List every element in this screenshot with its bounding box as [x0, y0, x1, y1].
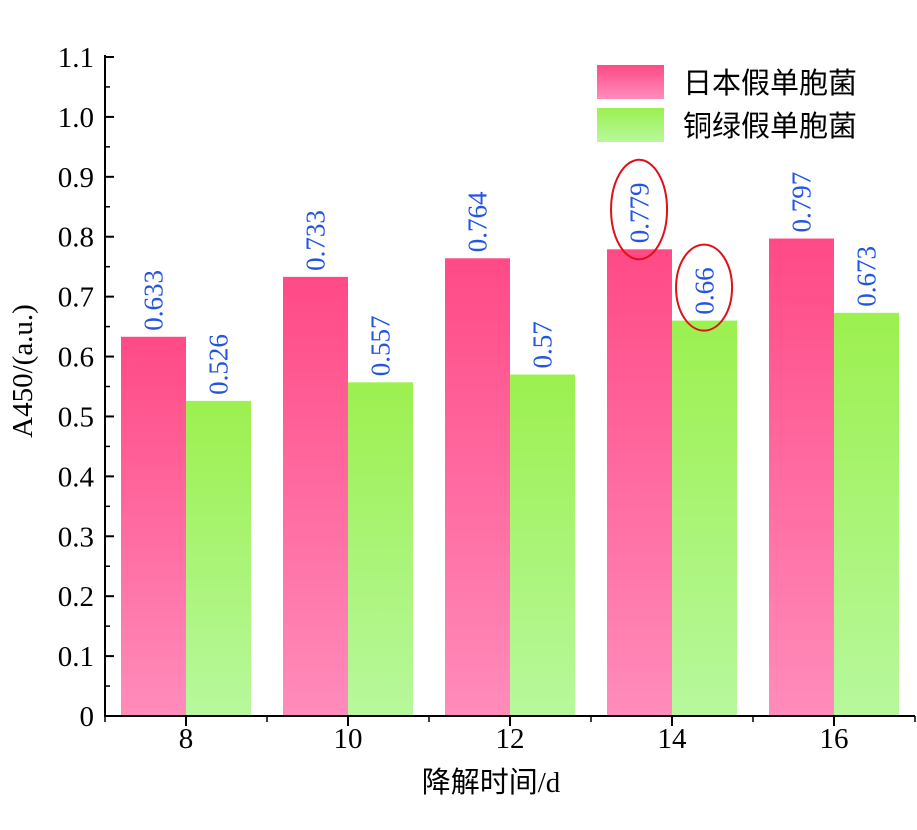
value-label-japonica-12: 0.764 — [463, 191, 493, 252]
value-label-japonica-14: 0.779 — [625, 183, 655, 244]
x-tick-label: 14 — [658, 723, 688, 755]
value-label-aeruginosa-12: 0.57 — [528, 321, 558, 368]
axes-layer: 0 0.1 0.2 0.3 0.4 0.5 0.6 0.7 0.8 0.9 1.0 1.1 8 10 12 1… — [58, 42, 916, 755]
legend-label-0: 日本假单胞菌 — [683, 67, 857, 100]
value-label-aeruginosa-10: 0.557 — [366, 316, 396, 377]
value-label-aeruginosa-14: 0.66 — [690, 267, 720, 314]
bar-aeruginosa-8 — [186, 400, 251, 716]
y-tick-label: 0.8 — [58, 222, 94, 254]
legend-label-1: 铜绿假单胞菌 — [683, 110, 857, 143]
x-tick-label: 8 — [179, 723, 194, 755]
bar-japonica-16 — [769, 238, 834, 717]
legend-swatch-0 — [597, 65, 664, 99]
y-tick-label: 0.3 — [58, 521, 94, 553]
bar-aeruginosa-16 — [834, 312, 899, 716]
value-label-aeruginosa-8: 0.526 — [204, 334, 234, 395]
x-tick-label: 16 — [820, 723, 849, 755]
value-label-japonica-10: 0.733 — [301, 210, 331, 271]
y-tick-label: 1.1 — [58, 42, 94, 74]
legend-swatch-1 — [597, 108, 664, 142]
bar-aeruginosa-10 — [348, 382, 413, 716]
value-label-aeruginosa-16: 0.673 — [852, 246, 882, 307]
bar-japonica-12 — [445, 258, 510, 716]
y-tick-label: 0.4 — [58, 461, 95, 493]
y-axis-title: A450/(a.u.) — [7, 304, 39, 438]
y-tick-label: 0.9 — [58, 162, 94, 194]
y-tick-label: 0.5 — [58, 401, 94, 433]
y-tick-label: 0.1 — [58, 641, 94, 673]
y-tick-label: 1.0 — [58, 102, 94, 134]
x-tick-label: 12 — [496, 723, 525, 755]
value-labels-layer: 0.633 0.526 0.733 0.557 0.764 0.57 0.779 0.66 0.… — [139, 158, 882, 395]
bar-aeruginosa-14 — [672, 320, 737, 716]
bar-japonica-10 — [283, 276, 348, 716]
y-tick-label: 0 — [80, 701, 95, 733]
value-label-japonica-16: 0.797 — [787, 172, 817, 233]
bar-japonica-14 — [607, 249, 672, 717]
y-tick-label: 0.6 — [58, 342, 94, 374]
bar-japonica-8 — [121, 336, 186, 716]
highlight-ellipse-japonica-14 — [610, 158, 669, 261]
highlight-ellipse-aeruginosa-14 — [675, 243, 734, 332]
bars-layer — [121, 238, 899, 717]
bar-aeruginosa-12 — [510, 374, 575, 716]
y-tick-label: 0.2 — [58, 581, 94, 613]
value-label-japonica-8: 0.633 — [139, 270, 169, 331]
x-tick-label: 10 — [334, 723, 363, 755]
y-tick-label: 0.7 — [58, 282, 94, 314]
x-axis-title: 降解时间/d — [422, 766, 561, 799]
